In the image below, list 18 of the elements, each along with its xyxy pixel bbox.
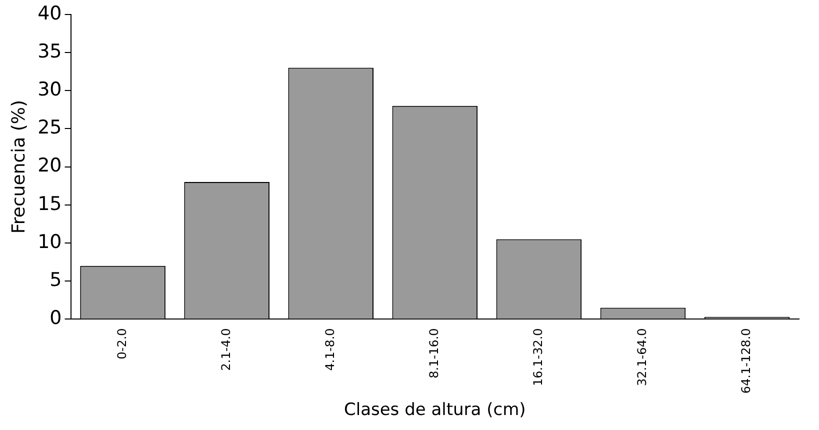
x-tick-label: 0-2.0 bbox=[114, 328, 129, 360]
x-tick-label: 2.1-4.0 bbox=[218, 328, 233, 371]
y-tick-label: 35 bbox=[38, 40, 62, 62]
y-tick-label: 5 bbox=[50, 269, 62, 292]
x-axis-title: Clases de altura (cm) bbox=[344, 400, 526, 420]
y-axis-title: Frecuencia (%) bbox=[8, 100, 30, 234]
y-tick-label: 20 bbox=[38, 154, 62, 177]
y-tick-label: 0 bbox=[50, 307, 62, 330]
y-tick-label: 40 bbox=[38, 2, 62, 24]
x-tick-label: 16.1-32.0 bbox=[531, 328, 546, 386]
y-tick-label: 15 bbox=[38, 192, 62, 215]
x-tick-label: 32.1-64.0 bbox=[635, 328, 650, 386]
x-tick-label: 4.1-8.0 bbox=[322, 328, 337, 371]
x-tick-label: 64.1-128.0 bbox=[739, 328, 754, 394]
x-tick-label: 8.1-16.0 bbox=[427, 328, 442, 378]
y-tick-label: 25 bbox=[38, 116, 62, 139]
y-tick-label: 30 bbox=[38, 78, 62, 101]
y-tick-label: 10 bbox=[38, 230, 62, 253]
